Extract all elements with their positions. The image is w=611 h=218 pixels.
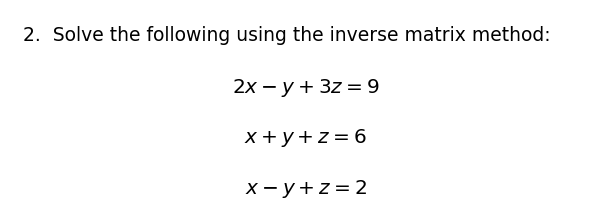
Text: $x - y + z = 2$: $x - y + z = 2$: [244, 178, 367, 199]
Text: $2x - y + 3z = 9$: $2x - y + 3z = 9$: [232, 77, 379, 99]
Text: 2.  Solve the following using the inverse matrix method:: 2. Solve the following using the inverse…: [23, 26, 551, 45]
Text: $x + y + z = 6$: $x + y + z = 6$: [244, 128, 367, 149]
